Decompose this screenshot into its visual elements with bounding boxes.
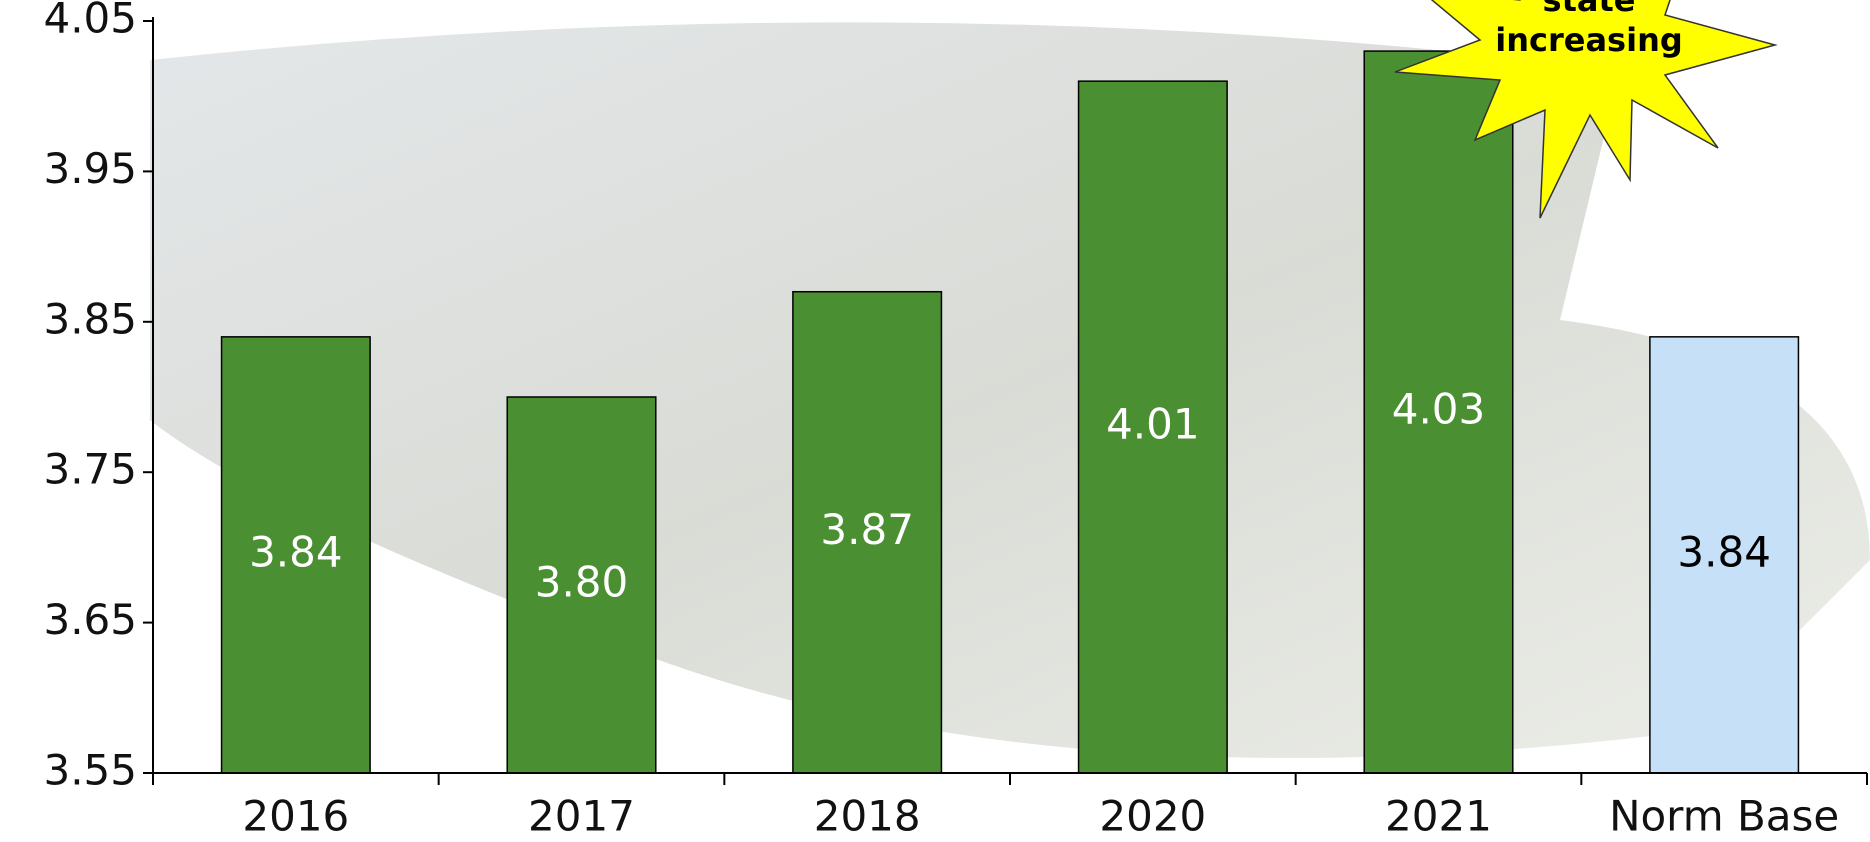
value-label: 4.01 (1106, 400, 1200, 449)
x-tick-label: Norm Base (1609, 792, 1839, 841)
annotation-star (1394, 0, 1778, 219)
bar (1649, 336, 1800, 774)
annotation-text: increasing (1495, 21, 1683, 59)
y-tick-label: 3.65 (43, 595, 137, 644)
bar (220, 336, 371, 774)
x-tick-label: 2020 (1099, 792, 1206, 841)
x-tick-label: 2018 (814, 792, 921, 841)
x-tick-label: 2016 (242, 792, 349, 841)
value-label: 3.84 (249, 527, 343, 576)
x-tick-label: 2021 (1385, 792, 1492, 841)
y-tick-label: 3.95 (43, 144, 137, 193)
value-label: 3.84 (1677, 527, 1771, 576)
y-tick-label: 3.75 (43, 445, 137, 494)
bar (506, 396, 657, 774)
bar (1363, 50, 1514, 774)
value-label: 3.80 (535, 558, 629, 607)
y-tick-label: 3.85 (43, 294, 137, 343)
x-tick-label: 2017 (528, 792, 635, 841)
annotation-text: state (1543, 0, 1636, 19)
plot-area: 3.55 3.65 3.75 3.85 3.95 4.05 3.84 2016 3.80 2017… (43, 0, 1868, 841)
y-tick-label: 3.55 (43, 746, 137, 795)
bar (1077, 80, 1228, 774)
value-label: 4.03 (1392, 385, 1486, 434)
y-tick-label: 4.05 (43, 0, 137, 43)
value-label: 3.87 (820, 505, 914, 554)
